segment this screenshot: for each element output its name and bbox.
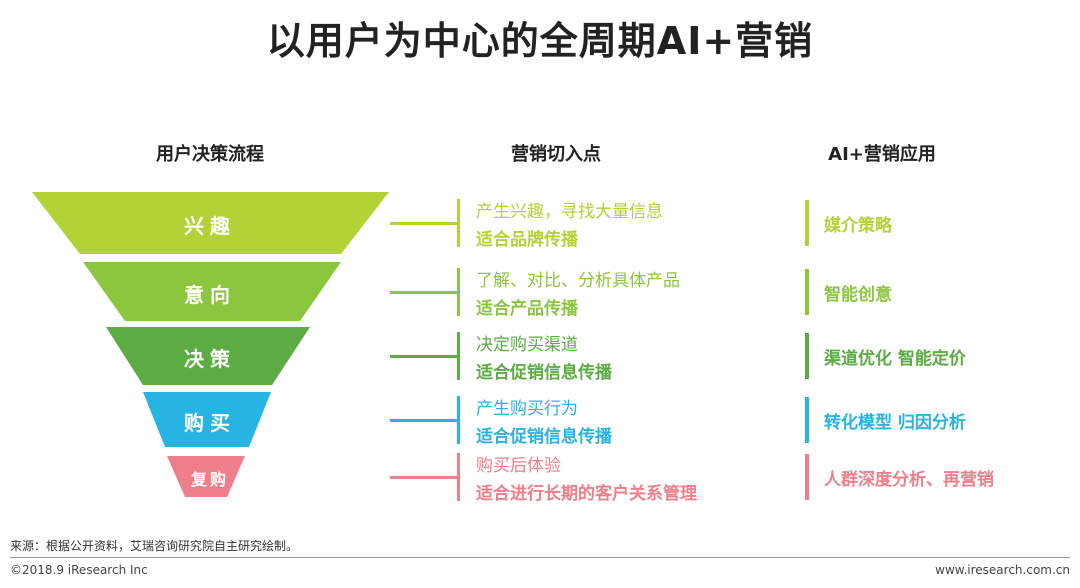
connector-bracket: [457, 199, 460, 247]
ai-app-label: 人群深度分析、再营销: [824, 469, 994, 490]
connector-bracket: [457, 267, 460, 316]
app-accent-bar: [805, 396, 809, 443]
ai-app-label: 转化模型 归因分析: [824, 412, 966, 433]
footer-divider: [10, 557, 1070, 558]
app-accent-bar: [805, 453, 809, 500]
funnel-stage-shape: [143, 392, 271, 447]
app-accent-bar: [805, 333, 809, 379]
connector-bracket: [457, 452, 460, 501]
funnel-stage-label: 兴趣: [184, 214, 236, 238]
footer-url: www.iresearch.com.cn: [935, 563, 1070, 577]
header-app: AI+营销应用: [828, 144, 936, 165]
entry-description: 产生购买行为: [476, 398, 578, 419]
connector-line: [390, 355, 460, 358]
app-accent-bar: [805, 200, 809, 246]
connector-line: [390, 222, 460, 225]
entry-recommendation: 适合品牌传播: [476, 230, 578, 250]
funnel-stage-label: 复购: [190, 470, 229, 490]
entry-description: 了解、对比、分析具体产品: [476, 270, 680, 291]
funnel-stage-shape: [83, 262, 341, 321]
funnel-stage-shape: [167, 456, 245, 497]
connector-line: [390, 418, 460, 422]
source-note: 来源：根据公开资料，艾瑞咨询研究院自主研究绘制。: [10, 539, 299, 553]
funnel-stage-shape: [106, 327, 310, 385]
entry-description: 决定购买渠道: [476, 335, 578, 355]
entry-recommendation: 适合产品传播: [476, 298, 578, 319]
entry-description: 购买后体验: [476, 455, 561, 476]
footer-copyright: ©2018.9 iResearch Inc: [10, 563, 148, 577]
connector-bracket: [457, 332, 460, 380]
entry-recommendation: 适合促销信息传播: [476, 363, 612, 383]
header-entry: 营销切入点: [511, 144, 601, 165]
funnel-stage-label: 意向: [184, 282, 236, 307]
entry-recommendation: 适合促销信息传播: [476, 426, 612, 447]
funnel-stage-shape: [32, 192, 389, 254]
entry-description: 产生兴趣，寻找大量信息: [476, 202, 663, 222]
ai-app-label: 智能创意: [824, 284, 892, 305]
entry-recommendation: 适合进行长期的客户关系管理: [476, 483, 697, 504]
header-process: 用户决策流程: [156, 144, 264, 165]
funnel-stage-label: 决策: [184, 347, 236, 371]
connector-line: [390, 475, 460, 479]
page-title: 以用户为中心的全周期AI+营销: [266, 19, 814, 63]
connector-bracket: [457, 395, 460, 444]
ai-app-label: 媒介策略: [824, 216, 892, 236]
funnel-stage-label: 购买: [184, 410, 236, 435]
connector-line: [390, 290, 460, 294]
app-accent-bar: [805, 268, 809, 315]
ai-app-label: 渠道优化 智能定价: [824, 349, 966, 369]
